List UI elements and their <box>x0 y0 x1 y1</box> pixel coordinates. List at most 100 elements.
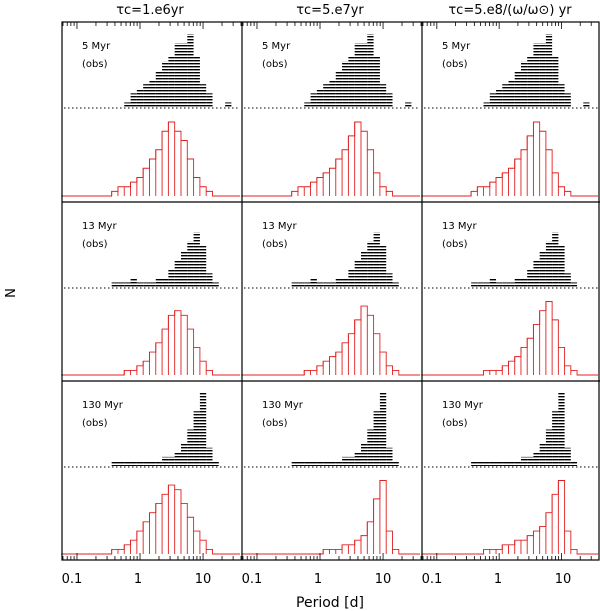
model-outline <box>241 305 420 376</box>
obs-bar <box>297 461 305 466</box>
obs-bar <box>483 102 490 107</box>
obs-bar <box>348 56 355 107</box>
obs-bar <box>373 411 380 466</box>
obs-bar <box>392 461 399 466</box>
obs-bar <box>342 277 349 287</box>
x-tick-label: 10 <box>375 572 392 587</box>
panel-r3-c2: 130 Myr (obs) <box>241 393 420 555</box>
obs-bar <box>136 461 144 466</box>
obs-bar <box>552 56 559 107</box>
obs-bar <box>502 461 509 466</box>
obs-bar <box>168 268 175 287</box>
obs-bar <box>162 61 169 107</box>
obs-bar <box>489 277 497 287</box>
age-label: 130 Myr <box>442 400 484 411</box>
obs-bar <box>514 461 521 466</box>
obs-bar <box>342 61 349 107</box>
age-label: 130 Myr <box>262 400 304 411</box>
obs-bar <box>373 232 380 287</box>
obs-bar <box>199 84 207 107</box>
obs-bar <box>335 461 343 466</box>
x-tick-labels-col2: 0.1 1 10 <box>242 572 392 587</box>
obs-bar <box>143 282 150 287</box>
obs-bar <box>520 277 528 287</box>
age-label: 13 Myr <box>82 221 117 232</box>
obs-bar <box>360 250 368 287</box>
obs-label: (obs) <box>82 418 108 429</box>
obs-bar <box>545 241 553 287</box>
age-label: 13 Myr <box>442 221 477 232</box>
obs-bar <box>533 452 540 466</box>
obs-bar <box>367 34 374 107</box>
obs-bar <box>552 411 559 466</box>
obs-bar <box>564 273 571 287</box>
obs-bar <box>136 88 144 107</box>
obs-bar <box>386 447 393 466</box>
obs-bar <box>477 282 484 287</box>
obs-label: (obs) <box>262 239 288 250</box>
obs-bar <box>348 456 355 466</box>
obs-bar <box>124 282 131 287</box>
obs-bar <box>379 245 387 287</box>
panel-r1-c2: 5 Myr (obs) <box>241 34 420 197</box>
x-tick-label: 1 <box>134 572 142 587</box>
obs-bar <box>162 456 169 466</box>
age-label: 13 Myr <box>262 221 297 232</box>
obs-bar <box>168 56 175 107</box>
obs-bar <box>558 245 565 287</box>
obs-bar <box>310 277 317 287</box>
obs-bar <box>545 34 553 107</box>
obs-bar <box>386 93 393 107</box>
obs-bar <box>367 429 374 466</box>
model-outline <box>241 480 420 555</box>
x-axis-label: Period [d] <box>296 595 364 611</box>
obs-bar <box>502 282 509 287</box>
obs-bar <box>187 241 194 287</box>
obs-bar <box>329 282 336 287</box>
obs-bar <box>335 70 343 107</box>
obs-bar <box>187 429 194 466</box>
obs-bar <box>329 461 336 466</box>
panel-frame <box>61 21 600 561</box>
obs-bar <box>489 461 497 466</box>
obs-bar <box>533 259 540 287</box>
obs-bar <box>193 411 200 466</box>
obs-bar <box>335 277 343 287</box>
obs-bar <box>155 277 163 287</box>
panel-grid: 5 Myr (obs) 5 Myr (obs) 5 Myr (obs) 13 Myr (obs… <box>61 34 598 555</box>
obs-bar <box>545 429 553 466</box>
obs-bar <box>508 282 515 287</box>
obs-bar <box>539 443 546 466</box>
obs-bar <box>291 461 298 466</box>
obs-bar <box>570 461 578 466</box>
obs-bar <box>316 282 324 287</box>
obs-bar <box>539 43 546 107</box>
obs-bar <box>168 456 175 466</box>
obs-bar <box>193 56 200 107</box>
model-outline <box>421 480 598 555</box>
obs-label: (obs) <box>262 418 288 429</box>
obs-bar <box>405 102 412 107</box>
obs-bar <box>136 282 144 287</box>
column-title-3: τc=5.e8/(ω/ω⊙) yr <box>448 3 572 18</box>
obs-bar <box>310 93 317 107</box>
obs-bar <box>304 102 311 107</box>
obs-bar <box>304 461 311 466</box>
obs-bar <box>527 56 534 107</box>
obs-bar <box>354 259 361 287</box>
obs-bar <box>310 461 317 466</box>
x-tick-labels-col1: 0.1 1 10 <box>62 572 212 587</box>
age-label: 5 Myr <box>262 41 291 52</box>
x-tick-label: 0.1 <box>422 572 443 587</box>
obs-bar <box>212 461 219 466</box>
obs-bar <box>483 461 490 466</box>
obs-bar <box>187 34 194 107</box>
obs-bar <box>379 393 387 466</box>
obs-bar <box>180 43 188 107</box>
obs-bar <box>342 456 349 466</box>
obs-bar <box>489 93 497 107</box>
obs-bar <box>162 277 169 287</box>
y-axis-label: N <box>4 288 19 298</box>
model-outline <box>241 121 420 197</box>
